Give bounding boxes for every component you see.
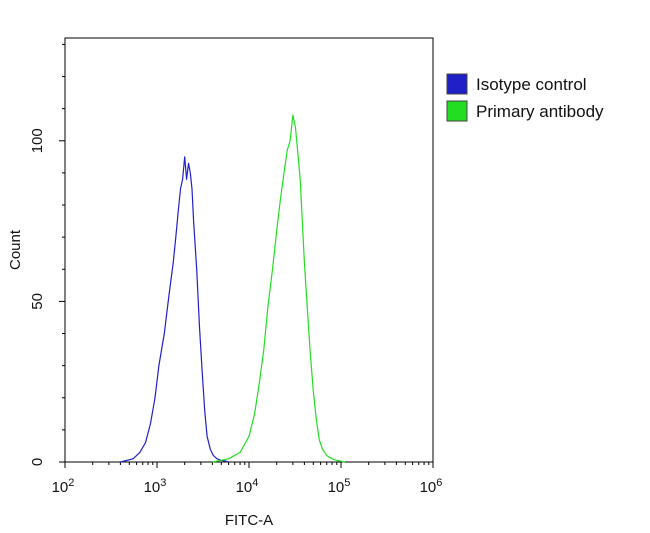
x-tick-label: 105	[328, 477, 351, 496]
legend: Isotype control Primary antibody	[446, 73, 604, 122]
y-tick-label: 50	[29, 293, 46, 310]
y-tick-label: 0	[29, 458, 46, 466]
legend-swatch-0	[446, 73, 468, 95]
legend-label-0: Isotype control	[476, 75, 587, 94]
series-line-1	[212, 114, 345, 463]
x-tick-label: 104	[236, 477, 259, 496]
x-axis-title: FITC-A	[225, 512, 273, 529]
x-tick-label: 102	[52, 477, 75, 496]
series-line-0	[120, 156, 229, 463]
axis-ticks: 102 103 104 105 106 0 50 100	[29, 43, 443, 496]
series-layer	[120, 114, 345, 463]
plot-frame	[64, 37, 434, 463]
legend-swatch-1	[446, 100, 468, 122]
y-tick-label: 100	[29, 128, 46, 153]
legend-label-1: Primary antibody	[476, 102, 604, 121]
y-axis-title: Count	[7, 229, 24, 270]
x-tick-label: 103	[144, 477, 167, 496]
x-tick-label: 106	[420, 477, 443, 496]
